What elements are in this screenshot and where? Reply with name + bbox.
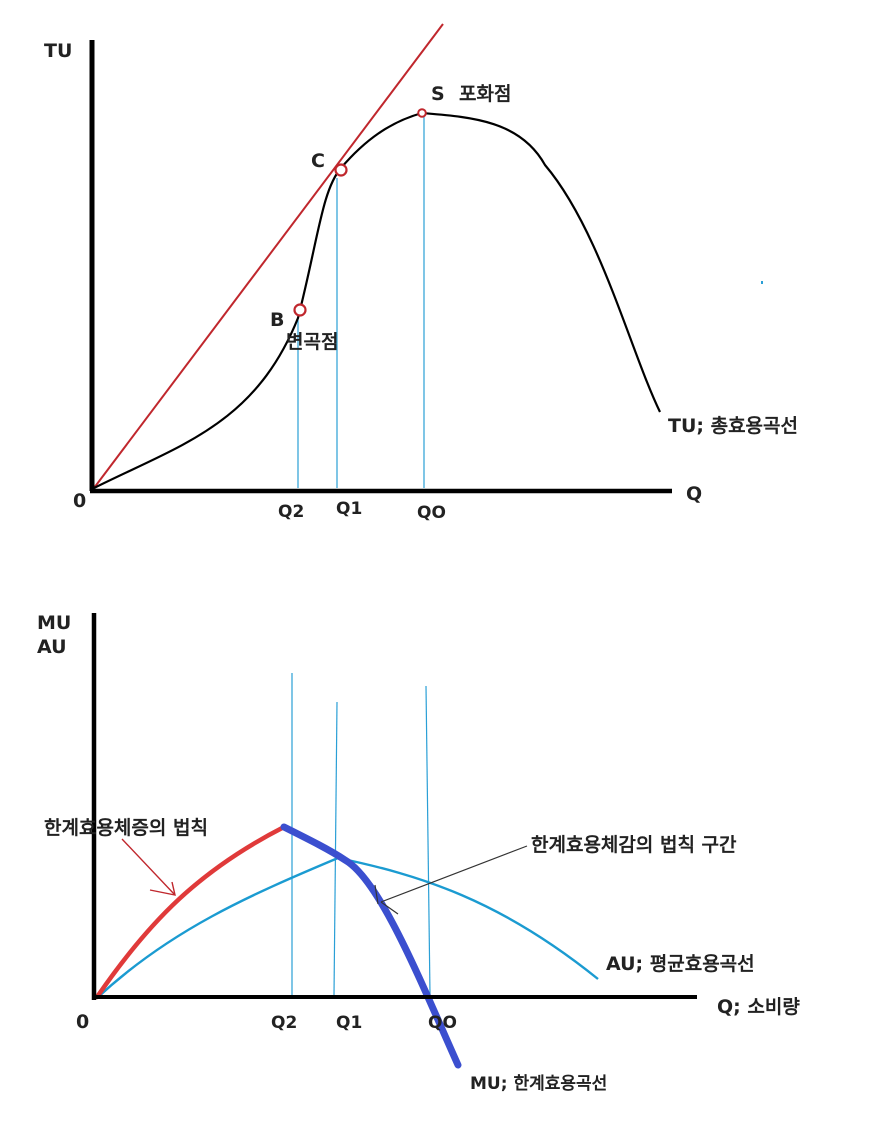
top-tick-qo: QO xyxy=(417,503,446,523)
increasing-pointer xyxy=(121,838,176,896)
au-curve xyxy=(96,856,599,999)
bottom-origin-label: 0 xyxy=(76,1011,89,1033)
top-tick-q1: Q1 xyxy=(336,499,362,519)
bottom-tick-q2: Q2 xyxy=(271,1013,297,1033)
point-s-label: S xyxy=(431,83,445,105)
mu-curve-label: MU; 한계효용곡선 xyxy=(470,1074,607,1094)
diminishing-law-label: 한계효용체감의 법칙 구간 xyxy=(531,834,737,856)
diminishing-pointer-tick xyxy=(374,884,399,915)
tu-curve xyxy=(93,111,661,489)
point-s-marker xyxy=(417,108,427,118)
increasing-law-label: 한계효용체증의 법칙 xyxy=(44,817,208,839)
bottom-tick-qo: QO xyxy=(428,1013,457,1033)
tu-curve-label: TU; 총효용곡선 xyxy=(668,415,798,437)
tangent-ray xyxy=(93,23,444,489)
bottom-guide-q1 xyxy=(333,701,338,996)
bottom-graph: MU AU Q; 소비량 0 Q2 Q1 QO 한계효용체증의 법칙 한계효용체… xyxy=(37,612,800,1094)
bottom-y-axis-label-mu: MU xyxy=(37,612,71,634)
top-y-axis-label: TU xyxy=(44,40,72,62)
au-curve-label: AU; 평균효용곡선 xyxy=(606,953,755,975)
saturation-label: 포화점 xyxy=(459,83,511,105)
mu-diminishing-segment xyxy=(280,823,462,1069)
top-origin-label: 0 xyxy=(73,490,86,512)
bottom-x-axis-label: Q; 소비량 xyxy=(717,996,800,1018)
increasing-pointer-tick xyxy=(149,881,176,896)
point-b-label: B xyxy=(270,309,284,331)
stray-dot xyxy=(761,281,763,284)
point-b-marker xyxy=(293,303,307,317)
mu-increasing-segment xyxy=(94,824,287,1000)
diminishing-pointer xyxy=(380,845,528,903)
bottom-guide-qo xyxy=(425,685,431,996)
top-x-axis-label: Q xyxy=(686,483,702,505)
point-c-marker xyxy=(334,163,348,177)
top-tick-q2: Q2 xyxy=(278,502,304,522)
inflection-label: 변곡점 xyxy=(286,331,338,353)
top-graph: TU Q 0 B 변곡점 C S 포화점 TU; 총효용곡선 Q2 Q1 QO xyxy=(44,23,798,523)
point-c-label: C xyxy=(311,150,325,172)
bottom-tick-q1: Q1 xyxy=(336,1013,362,1033)
bottom-y-axis-label-au: AU xyxy=(37,636,67,658)
